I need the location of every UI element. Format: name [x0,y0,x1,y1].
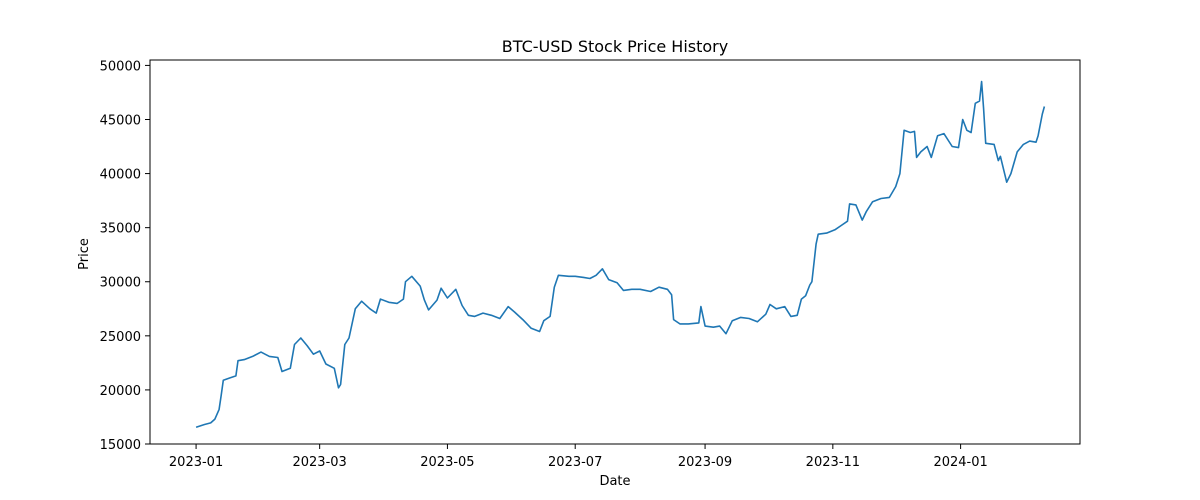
plot-area: 2023-01 2023-03 2023-05 2023-07 2023-09 2023-… [100,59,1081,470]
x-tick-label: 2023-09 [678,455,732,470]
x-tick-label: 2023-05 [420,455,474,470]
plot-frame [149,59,1081,445]
y-tick-label: 25000 [100,330,141,345]
x-tick-label: 2023-11 [806,455,860,470]
y-tick-label: 30000 [100,276,141,291]
x-axis-label: Date [599,474,630,489]
chart-title: BTC-USD Stock Price History [502,37,728,56]
y-axis-label: Price [77,238,92,270]
x-tick-label: 2023-03 [292,455,346,470]
y-tick-label: 50000 [100,59,141,74]
y-tick-label: 20000 [100,384,141,399]
y-tick-label: 45000 [100,113,141,128]
y-tick-label: 15000 [100,438,141,453]
y-tick-label: 40000 [100,168,141,183]
y-tick-label: 35000 [100,222,141,237]
series-line-0 [195,80,1046,428]
x-tick-label: 2023-07 [548,455,602,470]
x-tick-label: 2024-01 [933,455,987,470]
x-tick-label: 2023-01 [169,455,223,470]
